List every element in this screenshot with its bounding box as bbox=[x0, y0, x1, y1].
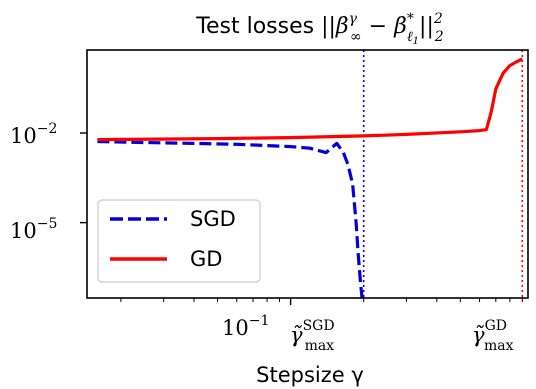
annotation-label-sgd-max: γ̃SGD max bbox=[290, 318, 335, 354]
y-tick-label-1e-2: 10−2 bbox=[10, 121, 57, 148]
legend-label-gd: GD bbox=[190, 247, 222, 271]
x-tick-label-1e-1: 10−1 bbox=[222, 313, 269, 340]
x-axis-label: Stepsize γ bbox=[256, 363, 364, 387]
y-tick-label-1e-5: 10−5 bbox=[10, 216, 57, 243]
axes-frame bbox=[86, 49, 529, 299]
series-group bbox=[97, 57, 523, 298]
series-line-sgd bbox=[97, 139, 364, 298]
series-line-gd bbox=[97, 57, 523, 142]
legend-label-sgd: SGD bbox=[190, 207, 236, 231]
legend: SGD GD bbox=[97, 199, 261, 283]
annotation-label-gd-max: γ̃GD max bbox=[472, 318, 514, 354]
chart-title: Test losses ||βγ ∞ − β* ℓ1||2 2 bbox=[195, 11, 444, 47]
